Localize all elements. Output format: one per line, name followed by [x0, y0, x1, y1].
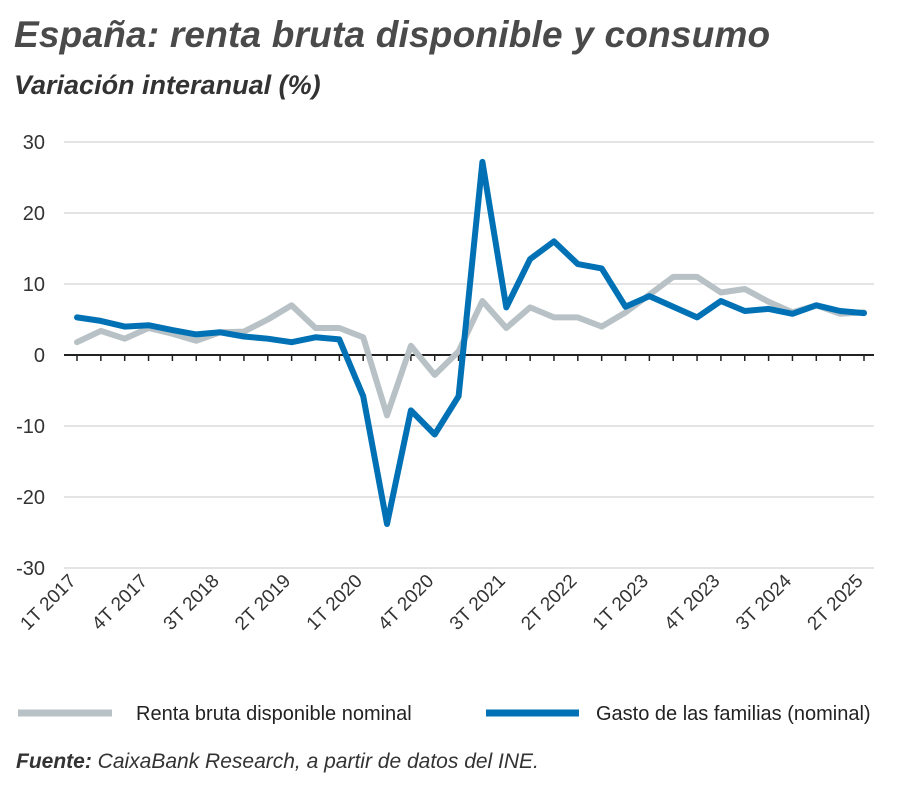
y-tick-label: 30 [23, 132, 45, 154]
chart-title: España: renta bruta disponible y consumo [14, 14, 771, 55]
series-lines [74, 158, 867, 527]
x-tick-label: 4T 2023 [661, 571, 725, 635]
source-text: CaixaBank Research, a partir de datos de… [91, 750, 539, 773]
y-tick-label: -20 [16, 487, 45, 509]
y-tick-label: 0 [34, 345, 45, 367]
y-tick-label: 10 [23, 274, 45, 296]
x-tick-label: 3T 2021 [446, 571, 510, 635]
x-tick-label: 3T 2024 [732, 570, 796, 634]
legend: Renta bruta disponible nominal Gasto de l… [18, 703, 871, 725]
x-tick-label: 2T 2025 [804, 571, 868, 635]
x-tick-label: 4T 2017 [88, 571, 152, 635]
x-tick-label: 4T 2020 [374, 571, 438, 635]
x-tick-label: 1T 2017 [17, 571, 81, 635]
x-tick-label: 1T 2020 [303, 571, 367, 635]
x-axis: 1T 2017 4T 2017 3T 2018 2T 2019 1T 2020 4T 20… [17, 354, 874, 635]
legend-label-2: Gasto de las familias (nominal) [596, 703, 871, 725]
x-tick-label: 1T 2023 [589, 571, 653, 635]
series-line-1 [74, 273, 867, 419]
chart-subtitle: Variación interanual (%) [14, 70, 321, 100]
y-axis: 30 20 10 0 -10 -20 -30 [16, 132, 45, 580]
x-tick-label: 3T 2018 [160, 571, 224, 635]
x-tick-label: 2T 2019 [231, 571, 295, 635]
source-note: Fuente: CaixaBank Research, a partir de … [16, 750, 539, 774]
x-tick-label: 2T 2022 [517, 571, 581, 635]
y-tick-label: 20 [23, 203, 45, 225]
legend-label-1: Renta bruta disponible nominal [136, 703, 412, 725]
y-tick-label: -10 [16, 416, 45, 438]
source-label: Fuente: [16, 750, 92, 773]
y-tick-label: -30 [16, 558, 45, 580]
series-line-2 [74, 158, 867, 527]
